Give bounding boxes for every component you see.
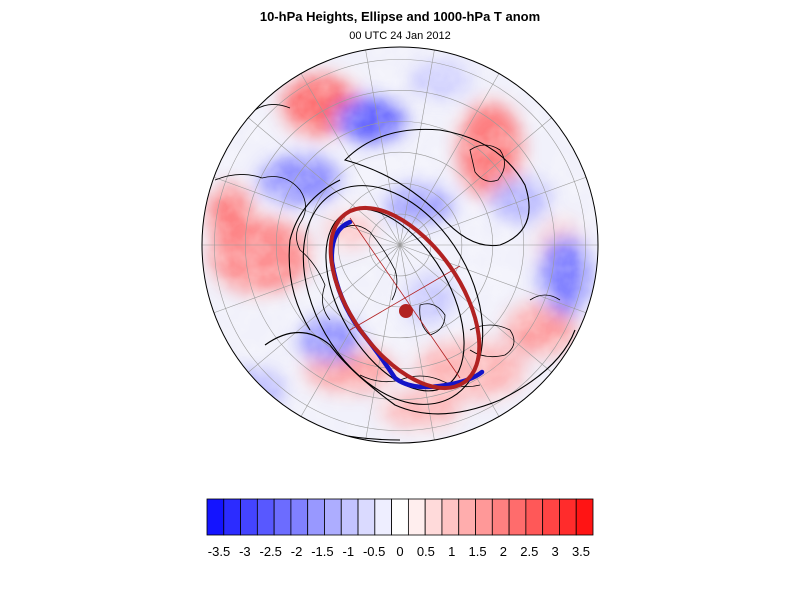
colorbar-box <box>357 498 376 536</box>
colorbar-box <box>324 498 342 536</box>
colorbar-box <box>240 498 258 536</box>
colorbar-box <box>307 498 325 536</box>
meridian-line <box>399 244 500 417</box>
colorbar-box <box>491 498 510 536</box>
colorbar-box <box>542 498 560 536</box>
colorbar-tick-label: 3 <box>552 544 559 559</box>
meridian-line <box>300 244 401 417</box>
colorbar-box <box>441 498 460 536</box>
meridian-line <box>248 117 401 246</box>
colorbar-tick-label: 2 <box>500 544 507 559</box>
colorbar-tick-label: 0 <box>396 544 403 559</box>
colorbar-box <box>290 498 309 536</box>
colorbar-box <box>508 498 527 536</box>
map-subtitle: 00 UTC 24 Jan 2012 <box>349 30 451 42</box>
colorbar-box <box>374 498 393 536</box>
colorbar-tick-label: 2.5 <box>520 544 538 559</box>
colorbar-box <box>575 498 594 536</box>
colorbar-tick-label: -1.5 <box>311 544 333 559</box>
colorbar-labels: -3.5 -3 -2.5 -2 -1.5 -1 -0.5 0 0.5 1 1.5 2 2.5 3 3.5 <box>208 544 590 559</box>
globe-border <box>201 46 599 444</box>
meridian-line <box>399 176 587 246</box>
meridian-line <box>399 117 552 246</box>
colorbar-tick-label: -0.5 <box>363 544 385 559</box>
colorbar-box <box>256 498 275 536</box>
colorbar-tick-label: 1 <box>448 544 455 559</box>
meridian-line <box>365 49 401 246</box>
colorbar-box <box>223 498 241 536</box>
colorbar-box <box>559 498 577 536</box>
colorbar-box <box>407 498 426 536</box>
colorbar-box <box>525 498 544 536</box>
meridian-line <box>213 244 401 314</box>
colorbar-box <box>475 498 493 536</box>
colorbar-tick-label: 0.5 <box>417 544 435 559</box>
colorbar-tick-label: -1 <box>343 544 355 559</box>
colorbar-box <box>458 498 476 536</box>
colorbar-tick-label: -3 <box>239 544 251 559</box>
colorbar-box <box>206 498 225 536</box>
colorbar-box <box>340 498 359 536</box>
ellipse-center-marker <box>399 304 413 318</box>
colorbar-tick-label: -2 <box>291 544 303 559</box>
colorbar-tick-label: 1.5 <box>469 544 487 559</box>
temperature-anomaly-field <box>202 47 598 443</box>
meridian-line <box>399 73 500 246</box>
meridian-line <box>300 73 401 246</box>
colorbar-box <box>424 498 443 536</box>
map-title: 10-hPa Heights, Ellipse and 1000-hPa T a… <box>259 9 541 24</box>
vortex-ellipse <box>328 205 482 391</box>
colorbar-tick-label: -3.5 <box>208 544 230 559</box>
meridian-line <box>213 176 401 246</box>
colorbar-tick-label: 3.5 <box>572 544 590 559</box>
colorbar <box>206 498 594 536</box>
meridian-line <box>399 244 435 441</box>
colorbar-box <box>273 498 292 536</box>
colorbar-box <box>391 498 409 536</box>
meridian-line <box>399 244 552 373</box>
meridian-line <box>399 244 587 314</box>
meridian-line <box>365 244 401 441</box>
meridian-line <box>399 49 435 246</box>
colorbar-tick-label: -2.5 <box>260 544 282 559</box>
